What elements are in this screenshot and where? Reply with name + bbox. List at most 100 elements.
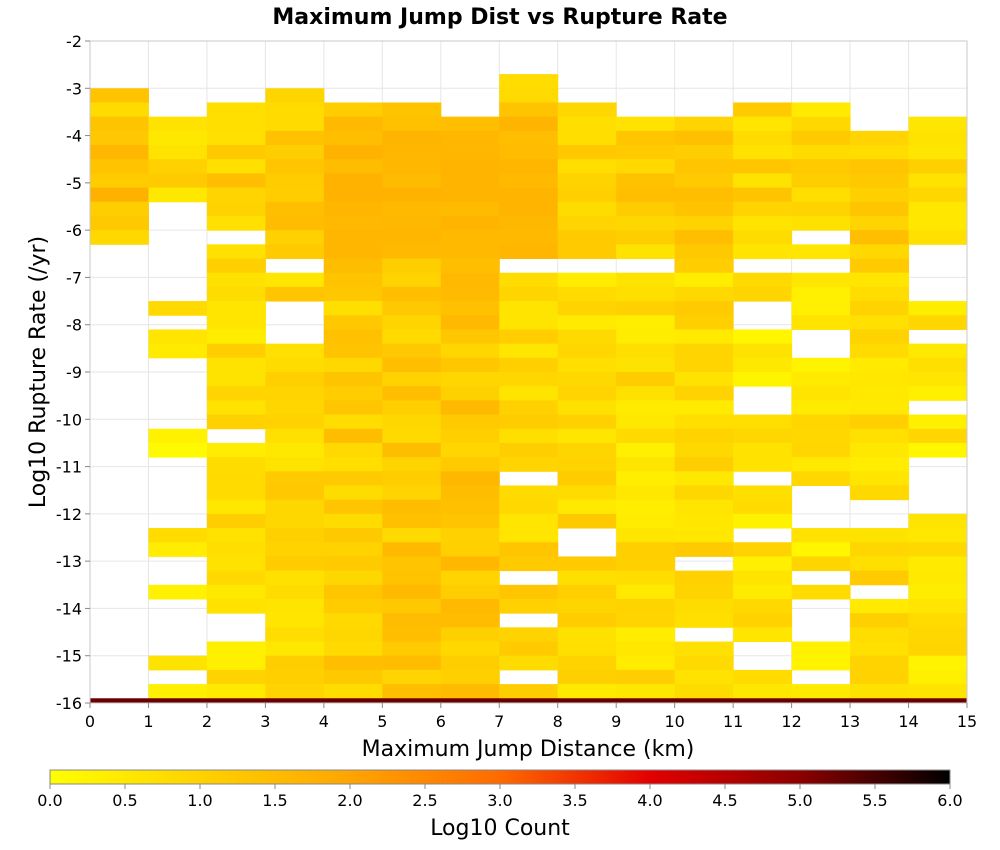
heatmap-cell xyxy=(323,386,383,401)
heatmap-cell xyxy=(908,357,968,373)
heatmap-cell xyxy=(557,272,617,288)
heatmap-cell xyxy=(382,230,442,245)
heatmap-cell xyxy=(148,301,208,316)
y-tick-label: -16 xyxy=(56,694,82,713)
heatmap-cell xyxy=(616,584,676,600)
heatmap-cell xyxy=(616,598,676,614)
heatmap-cell xyxy=(557,230,617,245)
heatmap-cell xyxy=(206,286,266,302)
heatmap-cell xyxy=(206,641,266,657)
heatmap-cell xyxy=(382,513,442,529)
heatmap-cell xyxy=(674,145,734,160)
heatmap-cell xyxy=(440,357,500,373)
heatmap-cell xyxy=(616,684,676,699)
heatmap-cell xyxy=(908,669,968,685)
heatmap-cell xyxy=(616,428,676,444)
heatmap-cell xyxy=(791,145,851,160)
heatmap-cell xyxy=(616,669,676,685)
heatmap-cell xyxy=(908,215,968,231)
y-tick-label: -13 xyxy=(56,552,82,571)
heatmap-cell xyxy=(323,244,383,260)
heatmap-cell xyxy=(850,145,910,160)
heatmap-cell xyxy=(499,145,559,160)
heatmap-cell xyxy=(440,528,500,543)
heatmap-cell xyxy=(616,442,676,458)
heatmap-cell xyxy=(323,159,383,174)
x-tick-label: 14 xyxy=(898,712,918,731)
heatmap-cell xyxy=(557,215,617,231)
heatmap-cell xyxy=(382,485,442,501)
heatmap-cell xyxy=(382,357,442,373)
heatmap-cell xyxy=(850,684,910,699)
heatmap-cell xyxy=(850,130,910,146)
heatmap-cell xyxy=(557,102,617,118)
heatmap-cell xyxy=(850,201,910,217)
heatmap-cell xyxy=(382,386,442,401)
heatmap-cell xyxy=(616,173,676,189)
heatmap-cell xyxy=(733,485,793,501)
heatmap-cell xyxy=(733,244,793,260)
heatmap-cell xyxy=(440,499,500,515)
heatmap-cell xyxy=(850,357,910,373)
heatmap-cell xyxy=(265,684,325,699)
heatmap-cell xyxy=(148,130,208,146)
heatmap-cell xyxy=(265,286,325,302)
heatmap-cell xyxy=(148,173,208,189)
heatmap-cell xyxy=(908,372,968,387)
heatmap-cell xyxy=(206,400,266,416)
heatmap-cell xyxy=(265,556,325,572)
heatmap-cell xyxy=(440,570,500,586)
heatmap-cell xyxy=(791,272,851,288)
heatmap-cell xyxy=(265,159,325,174)
heatmap-cell xyxy=(733,613,793,628)
heatmap-cell xyxy=(674,513,734,529)
heatmap-cell xyxy=(908,301,968,316)
heatmap-cell xyxy=(908,442,968,458)
heatmap-cell xyxy=(791,116,851,132)
y-axis-ticks: -2 -3 -4 -5 -6 -7 -8 -9 -10 -11 -12 -13 -14 -15 -16 xyxy=(56,32,90,713)
heatmap-cell xyxy=(323,130,383,146)
heatmap-cell xyxy=(440,471,500,486)
heatmap-cell xyxy=(382,414,442,430)
heatmap-cell xyxy=(323,301,383,316)
heatmap-cell xyxy=(323,215,383,231)
heatmap-cell xyxy=(791,372,851,387)
colorbar-tick-label: 4.5 xyxy=(712,791,737,810)
heatmap-cell xyxy=(148,159,208,174)
heatmap-cell xyxy=(733,584,793,600)
x-tick-label: 10 xyxy=(664,712,684,731)
heatmap-cell xyxy=(674,471,734,486)
heatmap-cell xyxy=(382,641,442,657)
heatmap-cell xyxy=(206,329,266,345)
heatmap-cell xyxy=(206,442,266,458)
heatmap-cell xyxy=(616,130,676,146)
heatmap-cell xyxy=(440,641,500,657)
heatmap-cell xyxy=(674,272,734,288)
heatmap-cell xyxy=(440,684,500,699)
heatmap-cell xyxy=(733,159,793,174)
heatmap-cell xyxy=(908,145,968,160)
heatmap-cell xyxy=(206,669,266,685)
heatmap-cell xyxy=(791,528,851,543)
heatmap-cell xyxy=(206,584,266,600)
heatmap-cell xyxy=(791,584,851,600)
heatmap-cell xyxy=(850,613,910,628)
heatmap-cell xyxy=(616,513,676,529)
y-tick-label: -15 xyxy=(56,647,82,666)
heatmap-cell xyxy=(616,414,676,430)
heatmap-cell xyxy=(440,627,500,643)
heatmap-cell xyxy=(616,499,676,515)
heatmap-cell xyxy=(440,258,500,274)
heatmap-cell xyxy=(499,386,559,401)
heatmap-cell xyxy=(850,556,910,572)
heatmap-cell xyxy=(733,187,793,203)
heatmap-cell xyxy=(850,570,910,586)
heatmap-cell xyxy=(499,272,559,288)
heatmap-cell xyxy=(265,173,325,189)
heatmap-cell xyxy=(791,386,851,401)
heatmap-cell xyxy=(557,499,617,515)
heatmap-cell xyxy=(733,173,793,189)
heatmap-cell xyxy=(323,584,383,600)
heatmap-cell xyxy=(791,102,851,118)
y-axis-label: Log10 Rupture Rate (/yr) xyxy=(26,236,51,508)
